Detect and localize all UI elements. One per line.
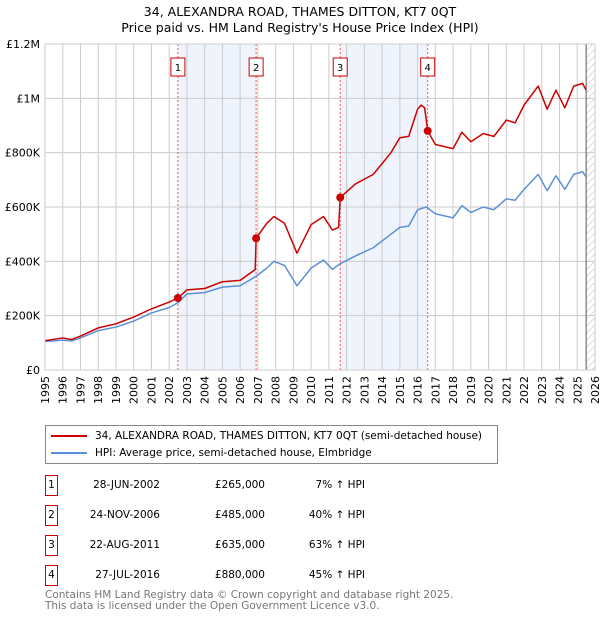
legend-item-property: 34, ALEXANDRA ROAD, THAMES DITTON, KT7 0… [51, 428, 482, 444]
x-tick-label: 2018 [447, 376, 460, 404]
legend-label: HPI: Average price, semi-detached house,… [95, 447, 372, 459]
x-tick-label: 2025 [571, 376, 584, 404]
sale-number: 1 [45, 475, 58, 496]
x-tick-label: 2000 [128, 376, 141, 404]
legend-label: 34, ALEXANDRA ROAD, THAMES DITTON, KT7 0… [95, 430, 483, 442]
x-tick-label: 2005 [216, 376, 229, 404]
y-tick-label: £1.2M [6, 38, 40, 51]
x-tick-label: 2011 [323, 376, 336, 404]
sale-point [173, 294, 182, 303]
x-tick-label: 2022 [518, 376, 531, 404]
price-line [44, 82, 587, 342]
x-tick-label: 2007 [252, 376, 265, 404]
x-tick-label: 2009 [287, 376, 300, 404]
sale-label-box [420, 57, 436, 77]
sale-date: 27-JUL-2016 [95, 569, 160, 581]
y-tick-label: £200K [5, 310, 41, 323]
sale-price: £880,000 [214, 569, 265, 581]
x-tick-label: 2002 [163, 376, 176, 404]
y-tick-label: £1M [17, 92, 41, 105]
x-tick-label: 2019 [465, 376, 478, 404]
x-tick-label: 2024 [554, 376, 567, 404]
y-tick-label: £800K [5, 147, 41, 160]
sale-label-box [170, 57, 186, 77]
x-tick-label: 2004 [199, 376, 212, 404]
legend-swatch-blue [51, 452, 87, 454]
sale-point [336, 193, 345, 202]
x-tick-label: 2021 [500, 376, 513, 404]
x-tick-label: 2001 [145, 376, 158, 404]
x-tick-label: 2017 [429, 376, 442, 404]
sale-date: 24-NOV-2006 [89, 509, 160, 521]
sale-label-box [248, 57, 264, 77]
sale-price: £265,000 [214, 479, 265, 491]
x-tick-label: 2020 [483, 376, 496, 404]
sale-hpi-diff: 45% ↑ HPI [308, 569, 365, 581]
chart-title: 34, ALEXANDRA ROAD, THAMES DITTON, KT7 0… [143, 4, 457, 19]
sale-number: 3 [45, 535, 58, 556]
x-tick-label: 2006 [234, 376, 247, 404]
plot-frame [44, 43, 596, 371]
x-tick-label: 1998 [92, 376, 105, 404]
x-tick-label: 2015 [394, 376, 407, 404]
x-tick-label: 2003 [181, 376, 194, 404]
x-tick-label: 1996 [57, 376, 70, 404]
chart-subtitle: Price paid vs. HM Land Registry's House … [121, 20, 479, 35]
sale-price: £635,000 [214, 539, 265, 551]
x-tick-label: 2012 [341, 376, 354, 404]
sale-hpi-diff: 63% ↑ HPI [308, 539, 365, 551]
y-tick-label: £0 [26, 364, 40, 377]
sale-number: 4 [45, 565, 58, 586]
sale-label: 4 [425, 63, 431, 74]
legend-item-hpi: HPI: Average price, semi-detached house,… [51, 445, 372, 461]
sale-date: 28-JUN-2002 [93, 479, 160, 491]
sale-hpi-diff: 7% ↑ HPI [315, 479, 365, 491]
x-tick-label: 1999 [110, 376, 123, 404]
sale-label: 2 [253, 63, 259, 74]
x-tick-label: 2013 [358, 376, 371, 404]
legend-swatch-red [51, 435, 87, 437]
y-tick-label: £600K [5, 201, 41, 214]
x-tick-label: 1995 [39, 376, 52, 404]
sale-point [252, 234, 261, 243]
x-tick-label: 2023 [536, 376, 549, 404]
sale-hpi-diff: 40% ↑ HPI [308, 509, 365, 521]
sale-label: 3 [337, 63, 343, 74]
footer-copyright: Contains HM Land Registry data © Crown c… [45, 589, 454, 601]
footer-licence: This data is licensed under the Open Gov… [45, 600, 380, 612]
sale-date: 22-AUG-2011 [89, 539, 160, 551]
x-tick-label: 2010 [305, 376, 318, 404]
plot-area: 1995 1996 1997 1998 1999 2000 2001 2002 2003 2004… [5, 38, 600, 404]
x-tick-label: 2014 [376, 376, 389, 404]
sale-price: £485,000 [214, 509, 265, 521]
sale-number: 2 [45, 505, 58, 526]
x-tick-label: 2026 [589, 376, 600, 404]
footer: Contains HM Land Registry data © Crown c… [45, 590, 453, 612]
sale-point [423, 126, 432, 135]
x-tick-label: 1997 [74, 376, 87, 404]
sale-label-box [332, 57, 348, 77]
legend: 34, ALEXANDRA ROAD, THAMES DITTON, KT7 0… [45, 425, 498, 464]
x-tick-label: 2008 [270, 376, 283, 404]
y-tick-label: £400K [5, 255, 41, 268]
sale-label: 1 [175, 63, 181, 74]
hpi-line [44, 170, 587, 343]
x-tick-label: 2016 [412, 376, 425, 404]
